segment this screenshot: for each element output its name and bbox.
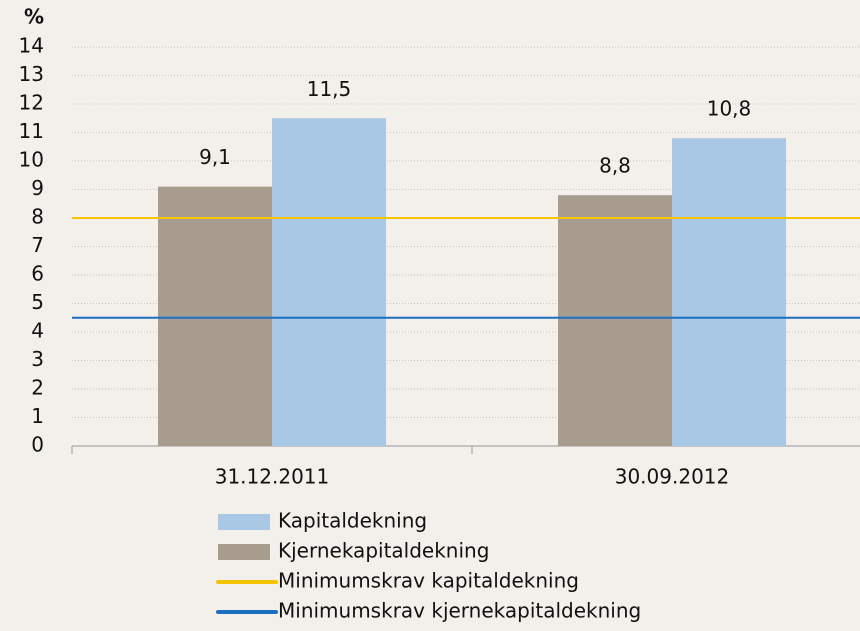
- x-tick-label: 30.09.2012: [615, 465, 730, 489]
- legend-label: Kapitaldekning: [278, 509, 427, 533]
- bar: [158, 186, 272, 446]
- data-label: 11,5: [307, 77, 352, 101]
- y-tick-label: 7: [31, 233, 44, 257]
- y-tick-label: 11: [19, 119, 44, 143]
- y-tick-label: 0: [31, 433, 44, 457]
- y-tick-label: 10: [19, 148, 44, 172]
- data-label: 10,8: [707, 97, 752, 121]
- y-tick-label: 8: [31, 205, 44, 229]
- legend-label: Kjernekapitaldekning: [278, 539, 489, 563]
- y-tick-label: 13: [19, 62, 44, 86]
- y-tick-label: 9: [31, 176, 44, 200]
- x-tick-label: 31.12.2011: [215, 465, 330, 489]
- y-tick-label: 5: [31, 290, 44, 314]
- data-label: 8,8: [599, 154, 631, 178]
- legend-swatch: [218, 544, 270, 560]
- bar: [672, 138, 786, 446]
- y-axis-label: %: [24, 5, 44, 29]
- y-tick-label: 6: [31, 262, 44, 286]
- y-tick-label: 14: [19, 34, 44, 58]
- legend-swatch: [218, 514, 270, 530]
- y-tick-label: 3: [31, 347, 44, 371]
- bar: [558, 195, 672, 446]
- y-tick-label: 2: [31, 376, 44, 400]
- legend-label: Minimumskrav kjernekapitaldekning: [278, 599, 641, 623]
- bar: [272, 118, 386, 446]
- y-tick-label: 12: [19, 91, 44, 115]
- data-label: 9,1: [199, 145, 231, 169]
- y-tick-label: 4: [31, 319, 44, 343]
- legend-label: Minimumskrav kapitaldekning: [278, 569, 579, 593]
- y-tick-label: 1: [31, 404, 44, 428]
